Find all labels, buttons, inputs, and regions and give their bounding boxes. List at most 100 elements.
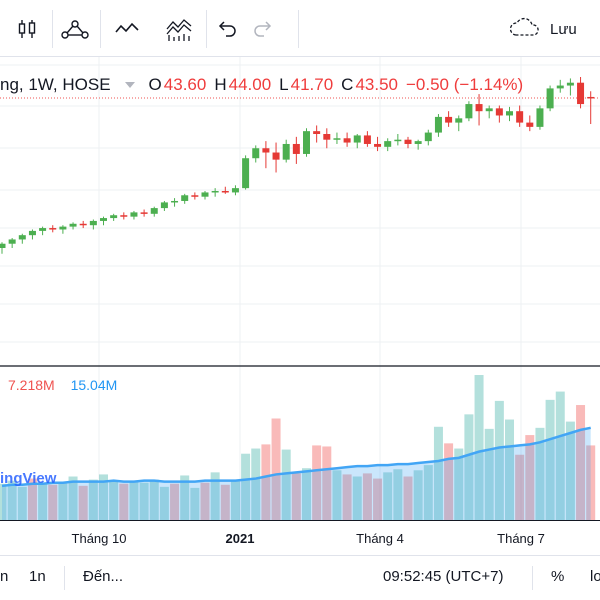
line-chart-icon[interactable] [110, 12, 144, 46]
redo-icon[interactable] [246, 12, 280, 46]
candle-body [272, 152, 280, 160]
volume-bar [332, 470, 342, 520]
volume-bar [444, 443, 454, 520]
candle-body [353, 135, 361, 143]
candle-body [445, 116, 453, 123]
candle-body [211, 191, 219, 193]
volume-bar [119, 483, 129, 520]
volume-bar [312, 445, 322, 520]
volume-bar [291, 473, 301, 520]
volume-bar [230, 480, 240, 520]
close-value: 43.50 [355, 75, 398, 94]
volume-bar [68, 476, 78, 520]
volume-bar [413, 470, 423, 520]
range-button[interactable]: 1n [29, 568, 46, 585]
candle-body [262, 148, 270, 153]
candle-body [475, 104, 483, 112]
candle-body [120, 215, 128, 217]
candles [0, 77, 595, 254]
volume-bar [281, 449, 291, 520]
volume-bar [78, 485, 88, 520]
candle-body [59, 226, 67, 230]
volume-bar [139, 482, 149, 520]
candle-body [231, 188, 239, 193]
candle-body [292, 143, 300, 154]
xaxis-label: Tháng 4 [356, 531, 404, 546]
volume-ma-value: 15.04M [70, 377, 118, 393]
volume-bar [586, 445, 596, 520]
volume-bar [454, 448, 464, 520]
volume-bar [505, 419, 514, 520]
candle-body [414, 141, 422, 144]
indicators-icon[interactable] [10, 12, 44, 46]
volume-bar [48, 484, 58, 520]
volume-bar [464, 414, 474, 520]
volume-bar [484, 428, 494, 520]
candle-body [89, 220, 97, 226]
save-button[interactable]: Lưu [508, 12, 577, 46]
xaxis-label: Tháng 7 [497, 531, 545, 546]
volume-bar [17, 486, 27, 520]
candle-body [363, 135, 371, 144]
volume-bar [525, 435, 535, 520]
volume-bars [0, 375, 596, 520]
goto-date-button[interactable]: Đến... [83, 568, 124, 585]
volume-bar [129, 480, 139, 520]
volume-bar [352, 476, 362, 520]
candle-body [526, 122, 534, 127]
percent-toggle[interactable]: % [551, 568, 565, 585]
volume-bar [555, 391, 565, 520]
volume-bar [0, 483, 7, 520]
candle-body [465, 104, 473, 119]
volume-bar [180, 475, 190, 520]
candle-body [79, 223, 87, 226]
candle-body [394, 139, 402, 142]
candle-body [242, 158, 250, 189]
log-toggle[interactable]: lo [590, 568, 600, 585]
volume-ma [1, 426, 591, 520]
change-value: −0.50 (−1.14%) [406, 75, 524, 94]
undo-icon[interactable] [210, 12, 244, 46]
range-button[interactable]: n [0, 568, 9, 585]
low-value: 41.70 [290, 75, 334, 94]
bottom-separator [64, 566, 65, 590]
candle-body [171, 200, 179, 203]
time-axis[interactable]: Tháng 10 2021 Tháng 4 Tháng 7 [0, 520, 600, 554]
candle-body [374, 143, 382, 147]
toolbar-separator [52, 10, 53, 48]
volume-bar [27, 478, 37, 520]
bottom-bar: n 1n Đến... 09:52:45 (UTC+7) % lo [0, 555, 600, 600]
patterns-icon[interactable] [58, 12, 92, 46]
timezone-label[interactable]: 09:52:45 (UTC+7) [383, 568, 504, 585]
candle-body [49, 228, 57, 230]
symbol-label[interactable]: ng, 1W, HOSE [0, 75, 111, 94]
candle-body [546, 88, 554, 109]
candle-body [18, 235, 26, 240]
candle-body [69, 223, 77, 227]
volume-bar [393, 469, 403, 520]
volume-value: 7.218M [8, 377, 55, 393]
volume-bar [494, 400, 504, 520]
candle-body [566, 82, 574, 86]
candle-body [404, 139, 412, 144]
volume-bar [535, 427, 545, 520]
candle-body [181, 195, 189, 201]
volume-bar [251, 448, 261, 520]
toolbar-separator [298, 10, 299, 48]
low-label: L [279, 75, 289, 94]
candle-body [252, 148, 260, 159]
compare-icon[interactable] [162, 12, 196, 46]
volume-bar [362, 473, 372, 520]
toolbar-divider [0, 56, 600, 57]
price-chart[interactable] [0, 57, 600, 520]
candle-body [424, 132, 432, 142]
candle-body [28, 230, 36, 236]
volume-bar [170, 483, 180, 520]
chevron-down-icon[interactable] [124, 82, 135, 88]
candle-body [221, 191, 229, 193]
candle-body [333, 138, 341, 140]
candle-body [506, 111, 513, 116]
candle-body [140, 212, 148, 214]
candle-body [556, 85, 564, 89]
volume-bar [342, 474, 352, 520]
